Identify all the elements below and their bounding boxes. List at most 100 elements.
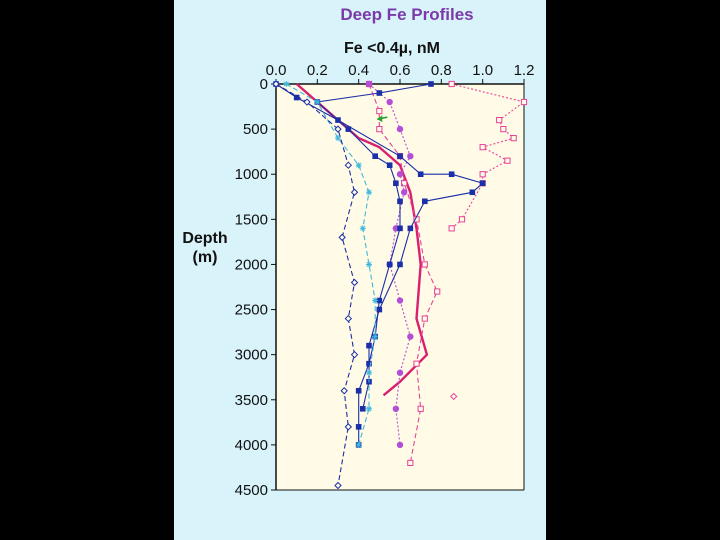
data-point bbox=[350, 278, 359, 287]
series-line bbox=[451, 83, 526, 229]
data-point bbox=[479, 180, 486, 187]
x-tick-label: 0.6 bbox=[390, 62, 411, 79]
series-line bbox=[286, 83, 376, 446]
data-point bbox=[396, 297, 404, 304]
data-point bbox=[360, 406, 366, 412]
data-point bbox=[396, 441, 404, 449]
data-point bbox=[366, 261, 372, 268]
data-point bbox=[407, 225, 414, 232]
data-point bbox=[345, 126, 352, 132]
data-point bbox=[372, 297, 379, 304]
series-2 bbox=[365, 80, 441, 467]
data-point bbox=[376, 90, 383, 96]
data-point bbox=[393, 180, 399, 187]
series-6 bbox=[283, 81, 379, 448]
x-axis-label: Fe <0.4µ, nM bbox=[344, 40, 440, 57]
y-axis-label-line2: (m) bbox=[193, 249, 218, 266]
data-point bbox=[366, 369, 372, 376]
data-point bbox=[372, 153, 378, 159]
data-point bbox=[335, 117, 341, 123]
x-tick-label: 0.2 bbox=[307, 62, 328, 79]
data-point bbox=[397, 153, 403, 159]
data-point bbox=[407, 459, 414, 467]
data-point bbox=[340, 387, 348, 395]
data-point bbox=[366, 342, 372, 349]
chart-title: Deep Fe Profiles bbox=[340, 5, 473, 24]
data-point bbox=[448, 225, 455, 232]
data-point bbox=[417, 405, 424, 412]
data-point bbox=[448, 80, 455, 88]
data-point bbox=[359, 225, 366, 232]
data-point bbox=[355, 162, 362, 169]
data-point bbox=[272, 80, 280, 88]
series-7 bbox=[272, 80, 359, 490]
data-point bbox=[366, 189, 372, 196]
plot-area bbox=[276, 84, 524, 490]
series-0 bbox=[448, 80, 528, 232]
data-point bbox=[479, 144, 486, 151]
data-point bbox=[496, 116, 503, 124]
data-point bbox=[376, 297, 383, 304]
y-tick-label: 500 bbox=[243, 121, 268, 138]
y-tick-label: 4000 bbox=[235, 437, 268, 454]
data-point bbox=[365, 80, 373, 88]
arrow-head bbox=[377, 115, 383, 123]
y-tick-label: 2000 bbox=[235, 256, 268, 273]
data-point bbox=[392, 405, 400, 412]
data-point bbox=[350, 350, 359, 359]
series-line bbox=[275, 83, 356, 486]
series-line bbox=[368, 83, 438, 464]
data-point bbox=[386, 98, 393, 106]
data-point bbox=[372, 333, 379, 340]
data-point bbox=[283, 81, 290, 87]
data-point bbox=[355, 441, 362, 448]
data-point bbox=[376, 107, 383, 115]
data-point bbox=[314, 99, 321, 106]
data-point bbox=[520, 98, 528, 106]
data-point bbox=[413, 360, 420, 367]
data-point bbox=[422, 198, 428, 205]
series-line bbox=[275, 83, 484, 409]
data-point bbox=[434, 288, 441, 295]
x-tick-label: 1.2 bbox=[514, 62, 535, 79]
x-tick-label: 1.0 bbox=[472, 62, 493, 79]
data-point bbox=[417, 171, 424, 178]
data-point bbox=[376, 306, 383, 313]
data-point bbox=[469, 189, 476, 196]
data-point bbox=[344, 161, 353, 169]
data-point bbox=[397, 261, 403, 268]
series-line bbox=[316, 83, 432, 445]
data-point bbox=[366, 405, 372, 412]
data-point bbox=[396, 125, 404, 133]
y-axis-label-line1: Depth bbox=[182, 230, 227, 247]
y-tick-label: 1500 bbox=[235, 211, 268, 228]
data-point bbox=[334, 125, 342, 133]
data-point bbox=[344, 314, 353, 323]
data-point bbox=[396, 171, 404, 178]
data-point bbox=[344, 423, 353, 431]
data-point bbox=[376, 126, 383, 133]
y-tick-label: 3000 bbox=[235, 347, 268, 364]
data-point bbox=[334, 481, 342, 490]
y-tick-label: 3500 bbox=[235, 392, 268, 409]
data-point bbox=[355, 387, 362, 394]
data-point bbox=[479, 171, 486, 178]
data-point bbox=[421, 315, 428, 322]
data-point bbox=[407, 152, 414, 160]
data-point bbox=[428, 81, 434, 87]
data-point bbox=[510, 135, 517, 142]
data-point bbox=[386, 162, 393, 168]
data-point bbox=[458, 216, 466, 223]
data-point bbox=[355, 424, 362, 430]
data-point bbox=[335, 135, 341, 142]
data-point bbox=[504, 157, 511, 164]
data-point bbox=[338, 233, 346, 242]
data-point bbox=[400, 189, 408, 196]
x-tick-label: 0.4 bbox=[348, 62, 369, 79]
data-point bbox=[396, 369, 404, 376]
y-tick-label: 2500 bbox=[235, 302, 268, 319]
x-tick-label: 0.0 bbox=[266, 62, 287, 79]
x-tick-label: 0.8 bbox=[431, 62, 452, 79]
